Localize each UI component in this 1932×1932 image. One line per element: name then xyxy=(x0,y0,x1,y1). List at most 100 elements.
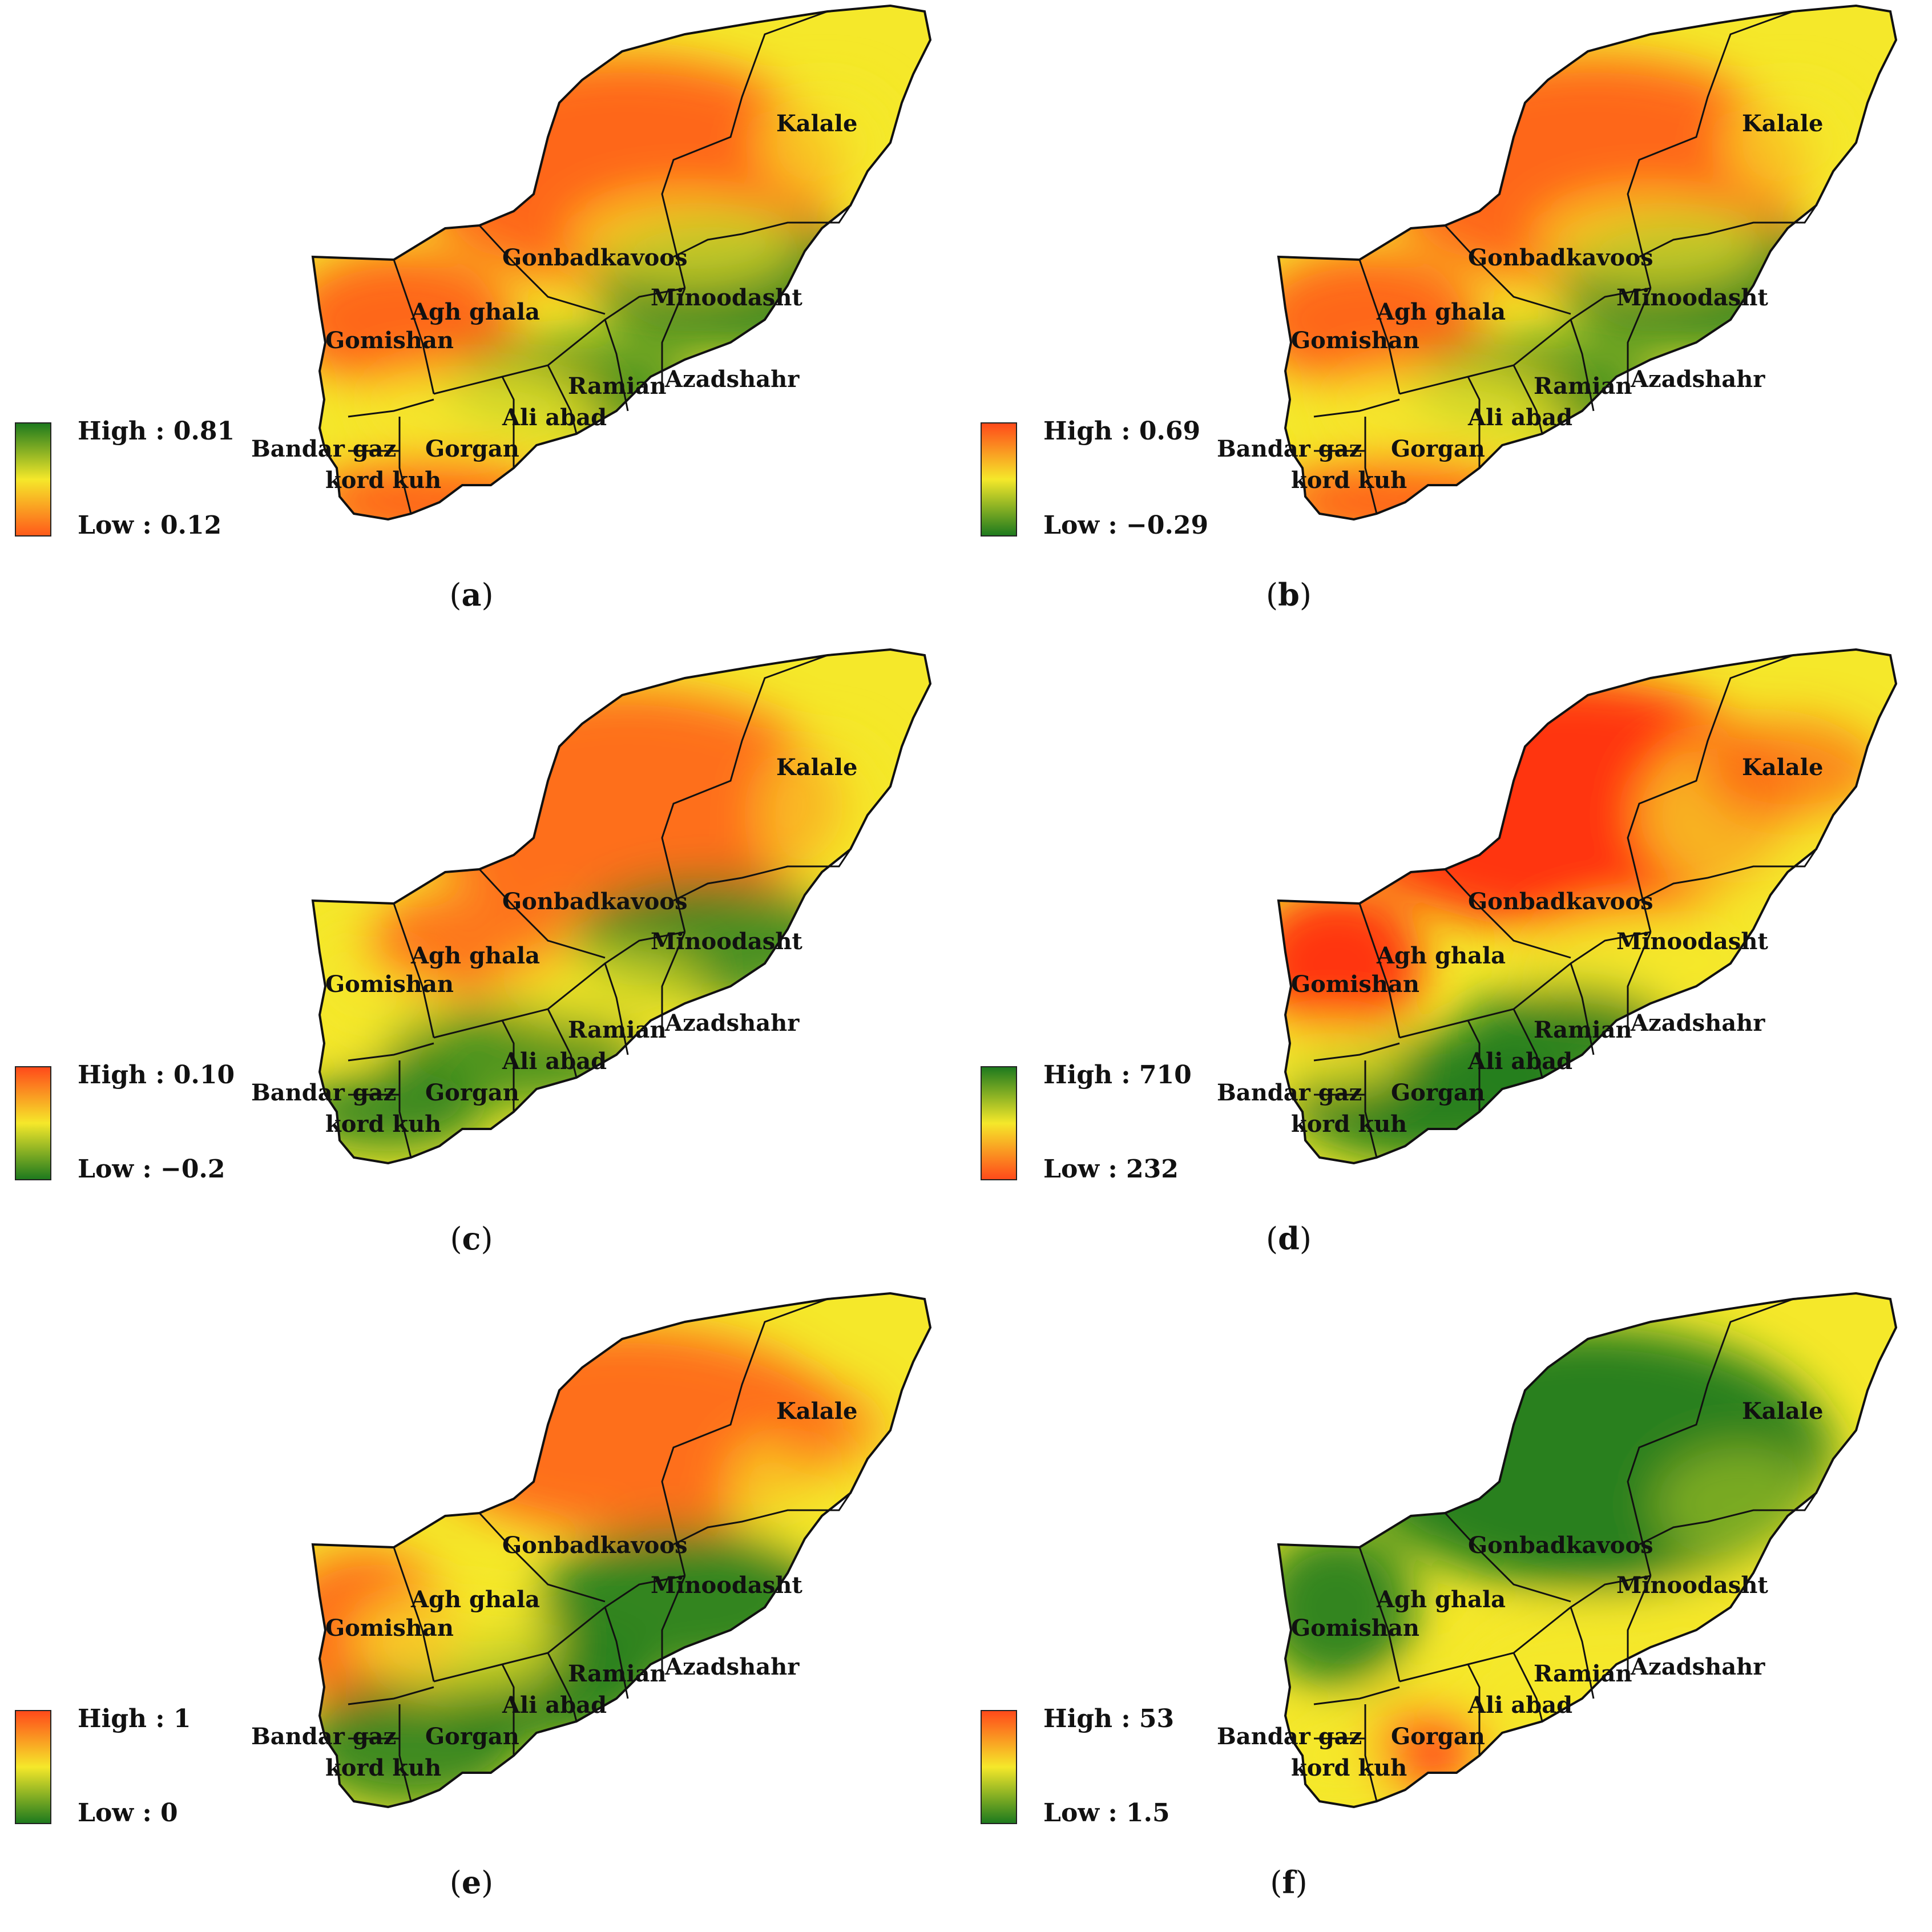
caption-close-paren: ) xyxy=(481,1865,494,1901)
map-panel-e: Kalale Gonbadkavoos Minoodasht Agh ghala Gom… xyxy=(0,1288,966,1931)
legend-high: High : 0.10 xyxy=(78,1060,235,1090)
caption-letter: d xyxy=(1278,1220,1300,1257)
panel-caption: (f) xyxy=(1232,1864,1346,1901)
caption-open-paren: ( xyxy=(1270,1865,1282,1901)
county-label-kord-kuh: kord kuh xyxy=(1291,1111,1407,1138)
legend-low-label: Low : xyxy=(78,511,152,540)
legend-high: High : 0.69 xyxy=(1043,417,1200,446)
county-label-minoodasht: Minoodasht xyxy=(651,284,802,311)
caption-close-paren: ) xyxy=(481,1221,493,1257)
county-label-ramian: Ramian xyxy=(568,1017,667,1043)
county-label-gonbadkavoos: Gonbadkavoos xyxy=(502,888,688,915)
caption-close-paren: ) xyxy=(481,577,494,613)
province-map: Kalale Gonbadkavoos Minoodasht Agh ghalaGom… xyxy=(1217,4,1898,521)
legend-high-label: High : xyxy=(1043,417,1131,446)
legend-low-value: −0.29 xyxy=(1117,511,1209,540)
legend-high-label: High : xyxy=(78,1060,165,1090)
legend-low-label: Low : xyxy=(78,1798,152,1828)
province-map: Kalale Gonbadkavoos Minoodasht Agh ghalaGom… xyxy=(251,648,932,1165)
legend-low-value: 232 xyxy=(1117,1155,1179,1184)
county-label-kalale: Kalale xyxy=(1742,110,1823,137)
legend-low: Low : 1.5 xyxy=(1043,1798,1170,1828)
province-outline xyxy=(1277,4,1898,521)
county-label-azadshahr: Azadshahr xyxy=(664,1653,800,1680)
county-label-ali-abad: Ali abad xyxy=(1467,1692,1572,1719)
caption-letter: c xyxy=(462,1220,481,1257)
county-label-ali-abad: Ali abad xyxy=(502,404,607,431)
map-panel-d: Kalale Gonbadkavoos Minoodasht Agh ghala Gom… xyxy=(966,644,1931,1288)
county-label-kord-kuh: kord kuh xyxy=(325,1754,441,1781)
panel-caption: (a) xyxy=(414,576,529,613)
caption-open-paren: ( xyxy=(449,577,462,613)
map-panel-f: Kalale Gonbadkavoos Minoodasht Agh ghala Gom… xyxy=(966,1288,1931,1931)
legend-high: High : 53 xyxy=(1043,1704,1174,1733)
map-panel-c: Kalale Gonbadkavoos Minoodasht Agh ghala Gom… xyxy=(0,644,966,1288)
county-label-gomishan: Gomishan xyxy=(325,1615,454,1641)
caption-letter: a xyxy=(461,576,482,613)
legend-low-value: 0 xyxy=(151,1798,178,1828)
county-label-ali-abad: Ali abad xyxy=(502,1692,607,1719)
legend-low-value: −0.2 xyxy=(151,1155,225,1184)
county-label-kalale: Kalale xyxy=(776,110,857,137)
county-label-ramian: Ramian xyxy=(568,373,667,400)
province-outline xyxy=(1277,648,1898,1165)
county-label-ali-abad: Ali abad xyxy=(1467,1048,1572,1075)
legend-high-value: 0.69 xyxy=(1130,417,1201,446)
caption-letter: e xyxy=(461,1864,482,1901)
province-map: Kalale Gonbadkavoos Minoodasht Agh ghalaGom… xyxy=(251,4,932,521)
county-label-kord-kuh: kord kuh xyxy=(325,467,441,494)
county-label-gomishan: Gomishan xyxy=(1291,971,1419,998)
legend-high-label: High : xyxy=(78,417,165,446)
county-borders xyxy=(1277,648,1898,1165)
legend-low: Low : 232 xyxy=(1043,1155,1179,1184)
legend-high: High : 1 xyxy=(78,1704,191,1733)
province-map: Kalale Gonbadkavoos Minoodasht Agh ghalaGom… xyxy=(1217,1292,1898,1809)
legend-low: Low : 0 xyxy=(78,1798,178,1828)
county-label-azadshahr: Azadshahr xyxy=(664,366,800,393)
legend-high: High : 0.81 xyxy=(78,417,235,446)
legend-low: Low : −0.29 xyxy=(1043,511,1208,540)
caption-open-paren: ( xyxy=(1266,577,1278,613)
panel-caption: (c) xyxy=(414,1220,529,1257)
legend-high: High : 710 xyxy=(1043,1060,1192,1090)
county-label-bandar-gaz: Bandar gaz xyxy=(1217,435,1362,462)
county-label-gorgan: Gorgan xyxy=(1391,1079,1485,1106)
county-borders xyxy=(311,1292,932,1809)
county-label-gomishan: Gomishan xyxy=(325,971,454,998)
county-label-agh-ghala: Agh ghala xyxy=(410,1586,540,1613)
caption-close-paren: ) xyxy=(1299,1221,1312,1257)
legend-color-ramp xyxy=(981,1066,1017,1180)
county-label-bandar-gaz: Bandar gaz xyxy=(251,1079,396,1106)
panel-caption: (b) xyxy=(1232,576,1346,613)
legend-color-ramp xyxy=(981,422,1017,537)
county-label-agh-ghala: Agh ghala xyxy=(410,942,540,969)
caption-letter: b xyxy=(1278,576,1300,613)
county-label-bandar-gaz: Bandar gaz xyxy=(1217,1723,1362,1750)
caption-open-paren: ( xyxy=(450,1221,462,1257)
county-label-gorgan: Gorgan xyxy=(425,435,519,462)
county-label-gonbadkavoos: Gonbadkavoos xyxy=(502,244,688,271)
county-label-agh-ghala: Agh ghala xyxy=(410,299,540,325)
county-label-gomishan: Gomishan xyxy=(325,327,454,354)
county-label-minoodasht: Minoodasht xyxy=(651,928,802,955)
county-label-minoodasht: Minoodasht xyxy=(651,1572,802,1599)
province-outline xyxy=(311,1292,932,1809)
caption-close-paren: ) xyxy=(1299,577,1312,613)
county-label-bandar-gaz: Bandar gaz xyxy=(251,435,396,462)
county-label-gonbadkavoos: Gonbadkavoos xyxy=(1468,888,1653,915)
county-label-gonbadkavoos: Gonbadkavoos xyxy=(1468,244,1653,271)
county-label-minoodasht: Minoodasht xyxy=(1616,928,1768,955)
legend-low-label: Low : xyxy=(1043,511,1118,540)
province-outline xyxy=(311,4,932,521)
province-outline xyxy=(1277,1292,1898,1809)
county-label-kord-kuh: kord kuh xyxy=(1291,467,1407,494)
county-label-gonbadkavoos: Gonbadkavoos xyxy=(1468,1532,1653,1559)
legend-color-ramp xyxy=(15,422,51,537)
county-label-agh-ghala: Agh ghala xyxy=(1376,942,1506,969)
county-label-minoodasht: Minoodasht xyxy=(1616,284,1768,311)
legend-high-value: 53 xyxy=(1130,1704,1175,1733)
legend-low-value: 1.5 xyxy=(1117,1798,1170,1828)
county-borders xyxy=(311,4,932,521)
county-label-agh-ghala: Agh ghala xyxy=(1376,1586,1506,1613)
